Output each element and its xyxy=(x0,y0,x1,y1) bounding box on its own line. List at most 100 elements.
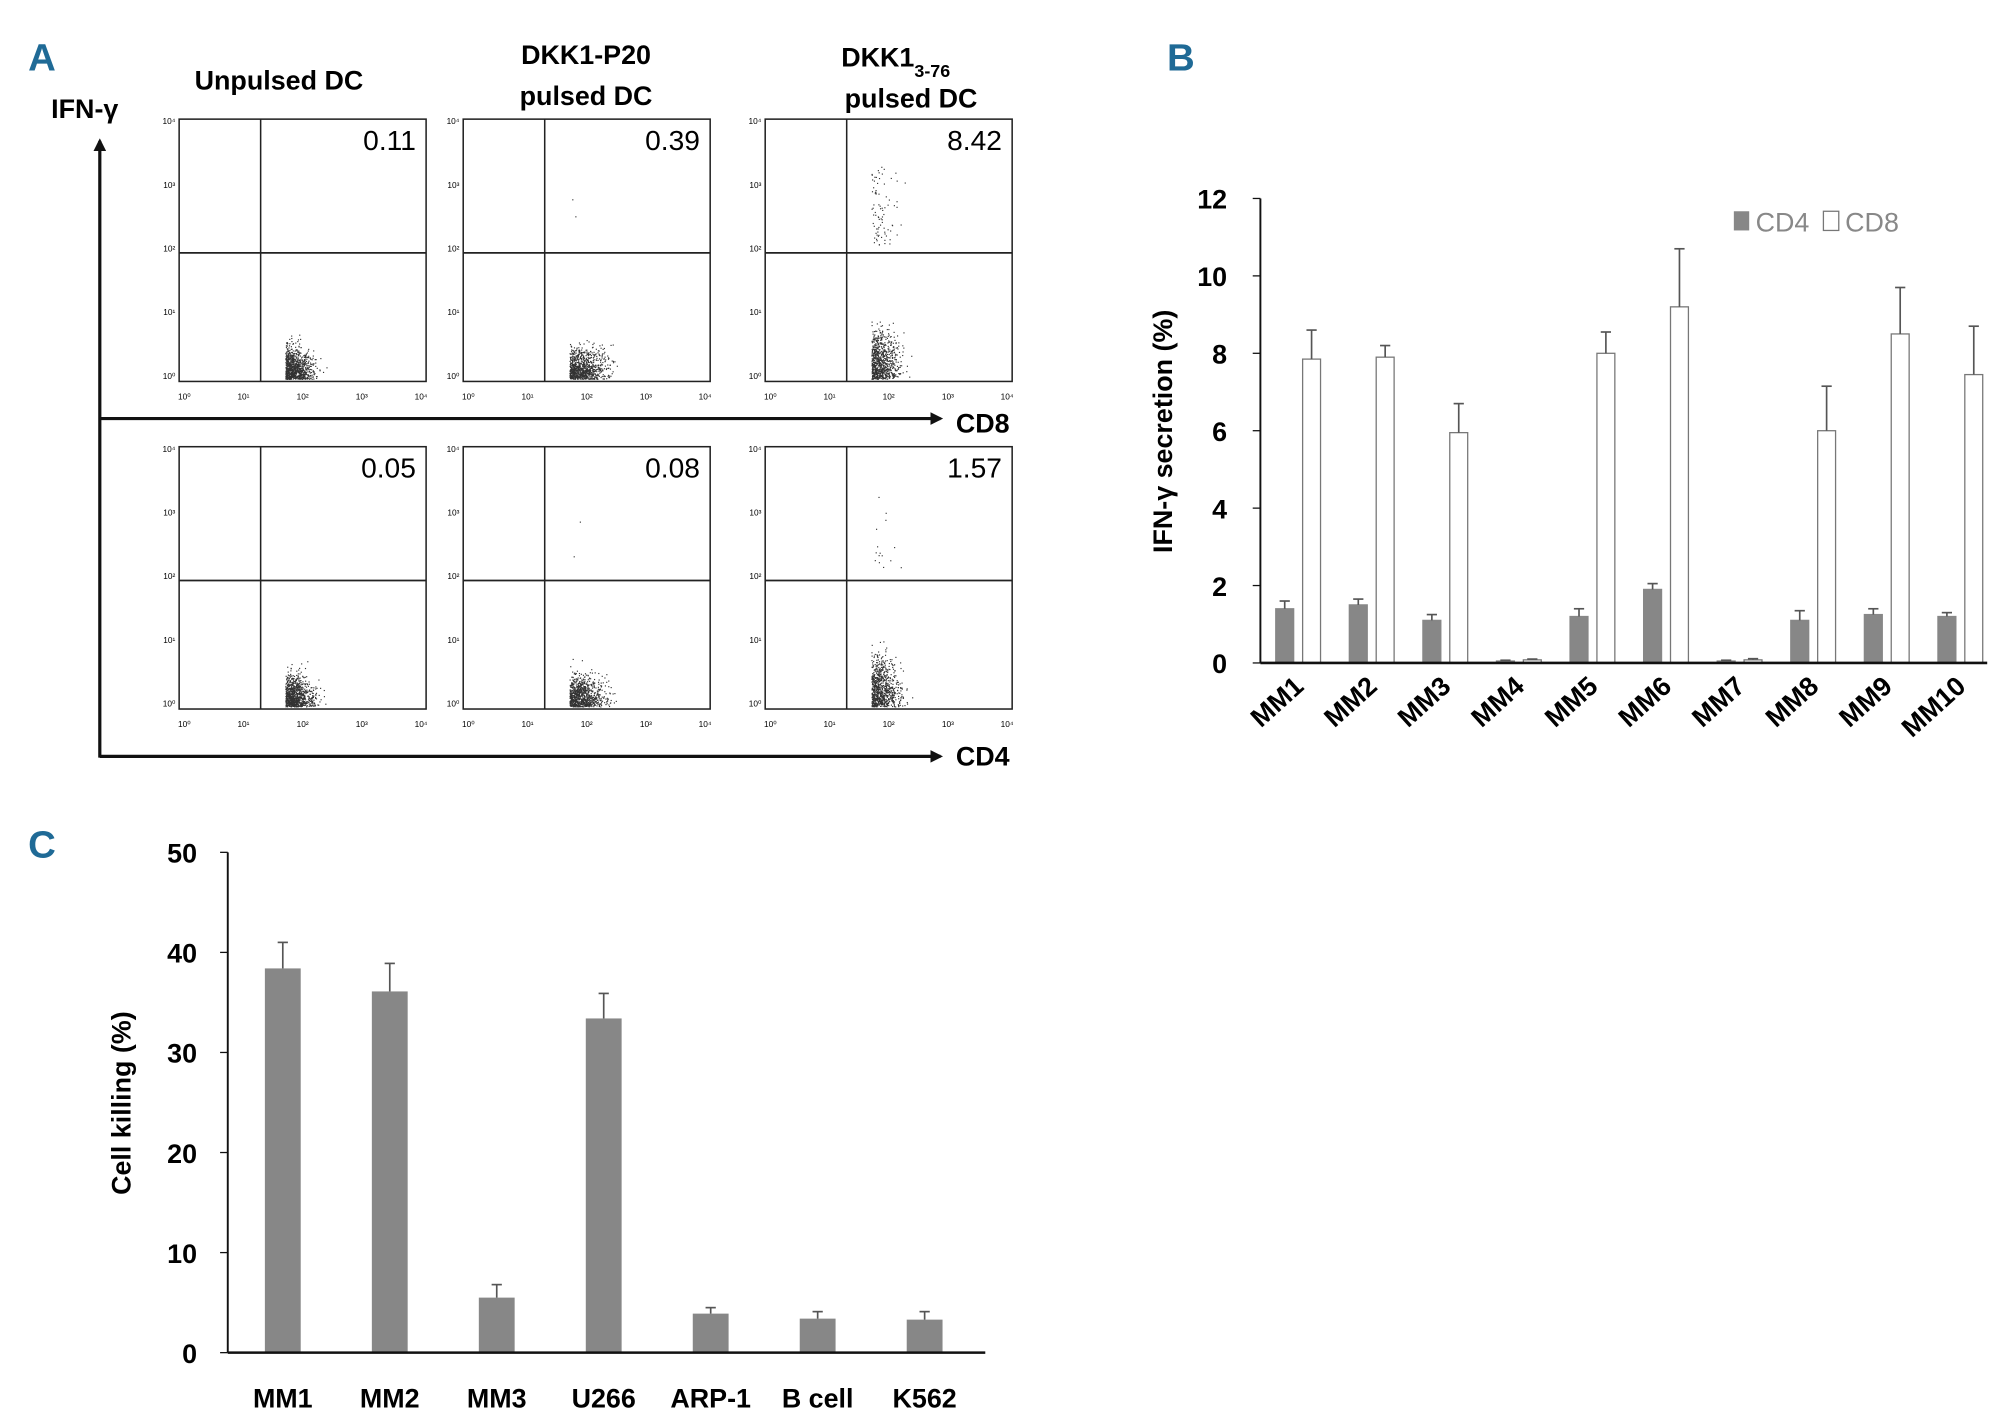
scatter-point xyxy=(294,369,297,371)
scatter-point xyxy=(297,359,299,361)
scatter-point xyxy=(877,376,879,378)
scatter-point xyxy=(876,376,878,378)
scatter-point xyxy=(292,691,294,693)
scatter-point xyxy=(875,193,877,195)
scatter-point xyxy=(577,375,579,377)
scatter-point xyxy=(288,375,290,377)
scatter-point xyxy=(578,705,580,707)
scatter-point xyxy=(580,353,583,355)
scatter-point xyxy=(304,688,306,690)
scatter-point xyxy=(574,693,576,695)
scatter-point xyxy=(895,682,897,684)
scatter-point xyxy=(873,678,875,680)
scatter-point xyxy=(879,361,881,364)
scatter-point xyxy=(586,373,588,375)
scatter-point xyxy=(598,369,600,371)
scatter-point xyxy=(574,350,577,352)
scatter-point xyxy=(577,700,579,702)
scatter-point xyxy=(286,345,289,347)
scatter-point xyxy=(295,705,297,707)
scatter-point xyxy=(607,355,609,357)
scatter-point xyxy=(589,372,591,374)
scatter-point xyxy=(588,352,590,354)
scatter-point xyxy=(586,683,588,686)
scatter-point xyxy=(875,373,878,375)
scatter-point xyxy=(600,682,602,684)
scatter-point xyxy=(569,360,571,362)
scatter-point xyxy=(285,683,287,685)
scatter-point xyxy=(285,358,287,360)
scatter-point xyxy=(303,703,305,705)
scatter-point xyxy=(877,337,879,340)
cd4-axis-label: CD4 xyxy=(956,741,1010,771)
y-tick-label: 10¹ xyxy=(749,635,761,645)
scatter-point xyxy=(290,690,292,692)
scatter-point xyxy=(588,374,590,376)
scatter-point xyxy=(893,675,895,678)
scatter-point xyxy=(893,363,895,365)
scatter-point xyxy=(304,691,306,693)
scatter-point xyxy=(294,371,296,374)
scatter-point xyxy=(571,699,573,701)
scatter-point xyxy=(292,700,294,702)
scatter-point xyxy=(297,684,300,686)
scatter-point xyxy=(874,669,876,671)
scatter-point xyxy=(289,357,291,359)
scatter-point xyxy=(288,367,290,370)
scatter-point xyxy=(579,365,581,367)
scatter-point xyxy=(893,373,895,375)
scatter-point xyxy=(872,375,874,377)
scatter-point xyxy=(588,365,591,367)
scatter-point xyxy=(290,354,292,356)
scatter-point xyxy=(580,686,582,688)
scatter-point xyxy=(300,347,302,349)
scatter-point xyxy=(593,369,596,371)
scatter-point xyxy=(580,689,582,692)
scatter-point xyxy=(881,689,883,691)
scatter-point xyxy=(583,695,586,697)
scatter-point xyxy=(298,701,300,703)
scatter-point xyxy=(891,341,893,343)
scatter-point xyxy=(291,370,293,372)
scatter-point xyxy=(607,357,610,359)
scatter-point xyxy=(310,705,312,707)
scatter-point xyxy=(872,331,874,333)
scatter-point xyxy=(885,369,888,371)
scatter-point xyxy=(313,699,315,701)
scatter-point xyxy=(297,367,299,369)
scatter-point xyxy=(287,703,289,705)
scatter-point xyxy=(313,687,315,689)
scatter-point xyxy=(876,659,878,661)
scatter-point xyxy=(875,190,877,192)
scatter-point xyxy=(569,343,572,346)
scatter-point xyxy=(881,682,883,684)
scatter-point xyxy=(588,378,590,380)
scatter-point xyxy=(886,647,888,649)
scatter-point xyxy=(289,343,291,345)
scatter-point xyxy=(576,695,578,697)
scatter-point xyxy=(575,362,577,364)
scatter-point xyxy=(876,370,879,372)
scatter-point xyxy=(304,685,306,687)
scatter-point xyxy=(882,677,884,679)
scatter-point xyxy=(889,375,891,378)
scatter-point xyxy=(890,704,893,706)
scatter-point xyxy=(303,692,305,694)
scatter-point xyxy=(877,355,880,357)
scatter-point xyxy=(893,357,895,359)
scatter-point xyxy=(884,677,886,679)
scatter-point xyxy=(880,336,882,338)
scatter-point xyxy=(573,701,575,703)
scatter-point xyxy=(289,369,291,371)
scatter-point xyxy=(886,356,889,358)
scatter-point xyxy=(574,696,576,698)
scatter-point xyxy=(585,693,588,695)
scatter-point xyxy=(585,367,587,369)
scatter-point xyxy=(595,697,597,699)
scatter-point xyxy=(293,678,295,680)
scatter-point xyxy=(588,703,590,705)
scatter-point xyxy=(589,374,591,376)
scatter-point xyxy=(888,347,890,349)
column-title-p20: DKK1-P20 xyxy=(521,40,651,70)
scatter-point xyxy=(291,341,293,343)
